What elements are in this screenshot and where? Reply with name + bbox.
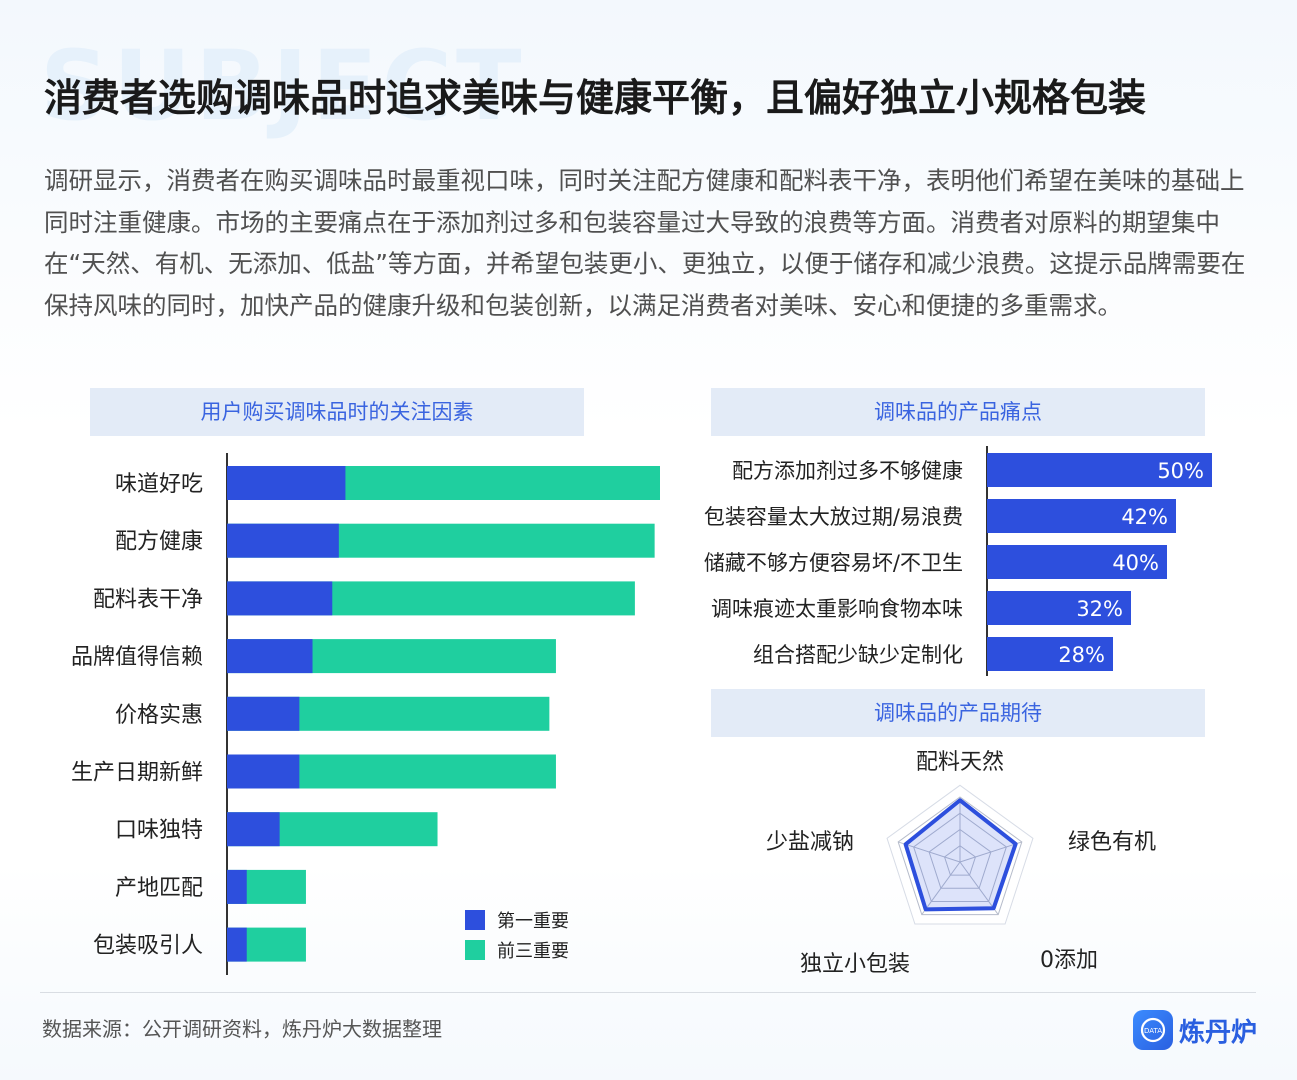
category-label: 味道好吃 xyxy=(115,472,203,497)
category-label: 调味痕迹太重影响食物本味 xyxy=(711,597,963,621)
data-label: 50% xyxy=(1157,459,1204,483)
radar-spoke xyxy=(959,861,999,915)
intro-paragraph: 调研显示，消费者在购买调味品时最重视口味，同时关注配方健康和配料表干净，表明他们… xyxy=(44,166,1246,320)
page-title: 消费者选购调味品时追求美味与健康平衡，且偏好独立小规格包装 xyxy=(44,76,1147,120)
pain-points-title: 调味品的产品痛点 xyxy=(711,388,1205,436)
brand-icon: DATA xyxy=(1132,1010,1173,1050)
radar-spoke xyxy=(921,861,961,915)
data-label: 40% xyxy=(1112,551,1159,575)
radar-spoke xyxy=(959,841,1022,863)
pain-points-chart: 配方添加剂过多不够健康 50% 包装容量太大放过期/易浪费 42% 储藏不够方便容易坏/… xyxy=(704,446,1212,676)
radar-grid-ring xyxy=(928,828,992,889)
category-label: 储藏不够方便容易坏/不卫生 xyxy=(704,551,963,575)
category-label: 产地匹配 xyxy=(115,876,203,901)
legend-swatch xyxy=(465,910,485,930)
bar xyxy=(987,453,1212,487)
radar-axis-label: 配料天然 xyxy=(916,750,1004,775)
category-label: 价格实惠 xyxy=(115,703,203,728)
category-label: 包装容量太大放过期/易浪费 xyxy=(704,505,963,529)
radar-grid-ring xyxy=(897,796,1023,916)
radar-axis-label: 绿色有机 xyxy=(1068,830,1156,855)
watermark-text: SUBJECT xyxy=(40,30,526,142)
legend-swatch xyxy=(465,940,485,960)
bar-first xyxy=(227,812,280,847)
category-label: 配料表干净 xyxy=(93,587,203,612)
category-label: 口味独特 xyxy=(115,818,203,843)
focus-factors-chart: 味道好吃配方健康配料表干净品牌值得信赖价格实惠生产日期新鲜口味独特产地匹配包装吸… xyxy=(71,453,660,975)
bar xyxy=(987,637,1113,671)
bar-first xyxy=(227,754,300,789)
bar-first xyxy=(227,466,346,500)
radar-data-area xyxy=(903,798,1018,912)
bar xyxy=(987,545,1167,579)
bar xyxy=(987,591,1131,625)
left-chart-title: 用户购买调味品时的关注因素 xyxy=(90,388,584,436)
category-label: 包装吸引人 xyxy=(93,934,203,959)
category-label: 品牌值得信赖 xyxy=(71,645,203,670)
brand-name: 炼丹炉 xyxy=(1178,1017,1257,1048)
bar-first xyxy=(227,523,339,558)
data-source: 数据来源：公开调研资料，炼丹炉大数据整理 xyxy=(42,1017,442,1041)
category-label: 组合搭配少缺少定制化 xyxy=(753,643,963,667)
expectations-title: 调味品的产品期待 xyxy=(711,689,1205,737)
data-label: 32% xyxy=(1076,597,1123,621)
radar-spoke xyxy=(898,841,961,863)
category-label: 配方添加剂过多不够健康 xyxy=(732,459,963,483)
bar-first xyxy=(227,581,333,616)
radar-grid-ring xyxy=(913,812,1007,902)
radar-axis-label: 独立小包装 xyxy=(800,952,910,977)
legend-label: 第一重要 xyxy=(497,911,569,932)
bar-first xyxy=(227,696,300,731)
brand-icon-text: DATA xyxy=(1144,1027,1162,1035)
category-label: 配方健康 xyxy=(115,530,203,555)
data-label: 28% xyxy=(1058,643,1105,667)
radar-grid-ring xyxy=(943,845,977,876)
category-label: 生产日期新鲜 xyxy=(71,761,203,786)
radar-axis-label: 0添加 xyxy=(1040,948,1098,973)
bar xyxy=(987,499,1176,533)
bar-first xyxy=(227,639,313,674)
bar-first xyxy=(227,927,247,962)
legend-label: 前三重要 xyxy=(497,941,569,962)
footer-divider xyxy=(40,992,1256,993)
data-label: 42% xyxy=(1121,505,1168,529)
bar-first xyxy=(227,869,247,904)
brand-logo: DATA 炼丹炉 xyxy=(1132,1008,1257,1052)
radar-axis-label: 少盐减钠 xyxy=(766,830,854,855)
